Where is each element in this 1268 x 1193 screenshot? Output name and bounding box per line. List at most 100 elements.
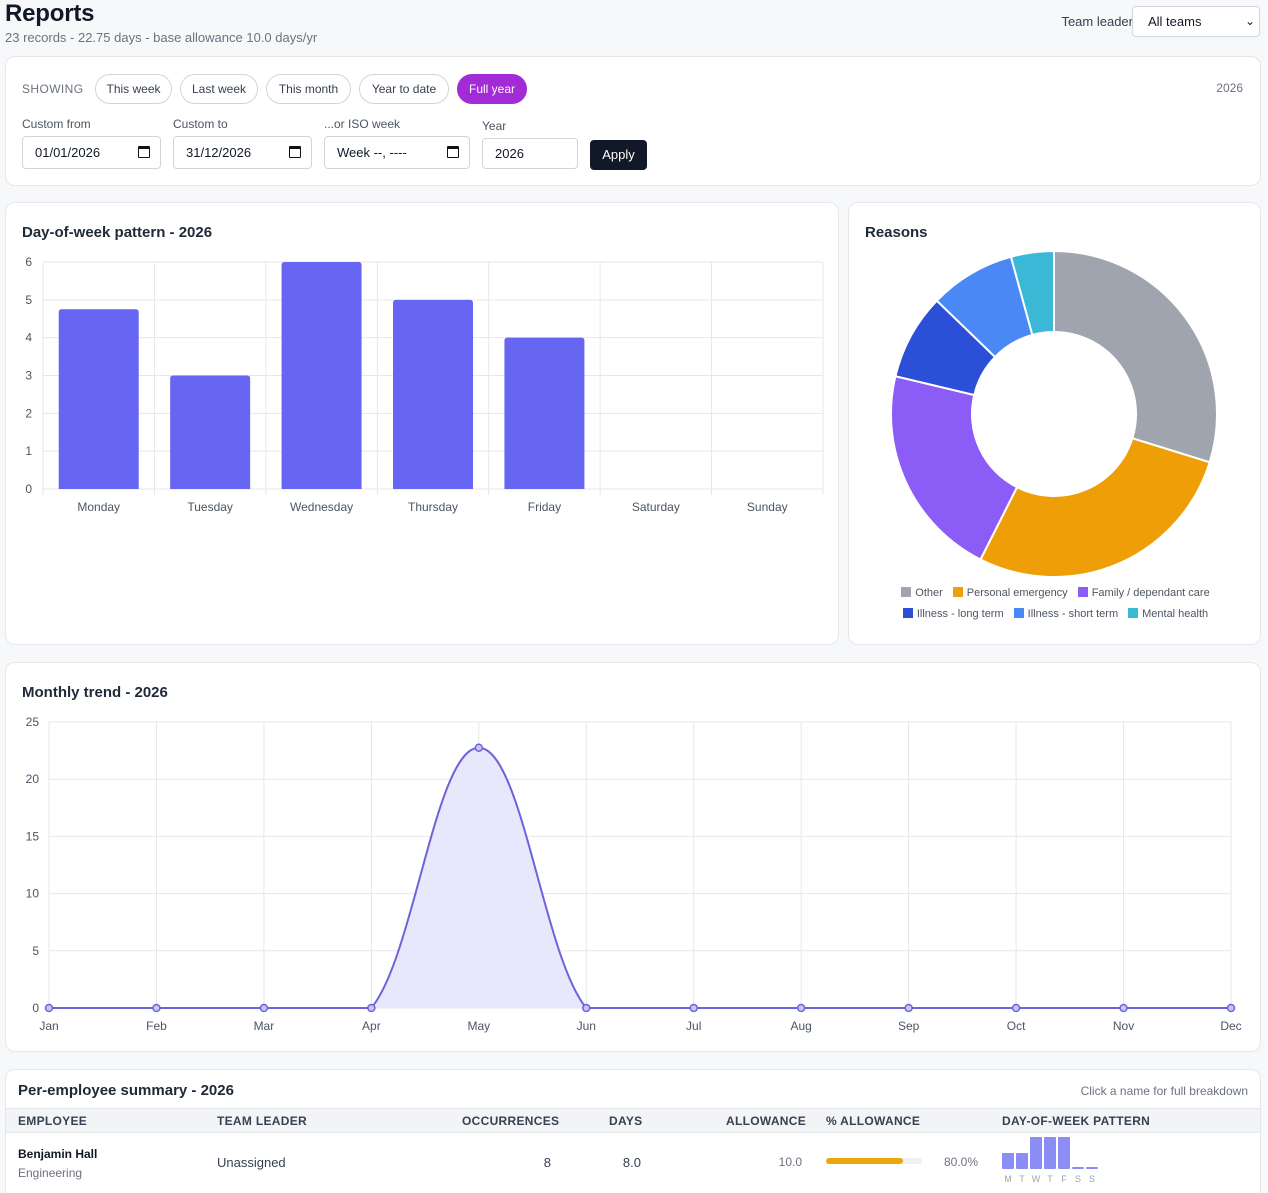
col-allowance[interactable]: ALLOWANCE [726, 1114, 807, 1128]
pill-full-year[interactable]: Full year [457, 74, 527, 104]
col-pct-allowance[interactable]: % ALLOWANCE [826, 1114, 921, 1128]
x-tick-label: Monday [77, 500, 120, 514]
x-tick-label: May [467, 1019, 490, 1033]
employee-summary-card: Per-employee summary - 2026 Click a name… [5, 1069, 1261, 1193]
col-occurrences[interactable]: OCCURRENCES [462, 1114, 560, 1128]
bar-wednesday [281, 262, 362, 489]
legend-swatch [1077, 587, 1088, 597]
sparkline-day-label: T [1047, 1174, 1053, 1184]
y-tick-label: 5 [25, 293, 32, 307]
x-tick-label: Jan [39, 1019, 58, 1033]
sparkline-day-label: M [1004, 1174, 1012, 1184]
pct-allowance-cell: 80.0% [943, 1155, 978, 1169]
legend-item[interactable]: Mental health [1128, 608, 1208, 620]
legend-item[interactable]: Personal emergency [952, 587, 1068, 599]
employee-department: Engineering [18, 1166, 83, 1180]
sparkline-bar [1072, 1167, 1084, 1169]
showing-label: SHOWING [22, 82, 84, 96]
sparkline-day-label: W [1031, 1174, 1041, 1184]
col-days[interactable]: DAYS [609, 1114, 643, 1128]
data-point-apr [367, 1003, 376, 1013]
x-tick-label: Oct [1007, 1019, 1026, 1033]
x-tick-label: Jul [686, 1019, 701, 1033]
data-point-mar [259, 1003, 269, 1013]
dow-bar-chart: 0 1 2 3 4 5 6 Monday Tuesday Wednesday Thursday Fri… [25, 255, 824, 514]
pill-this-month[interactable]: This month [266, 74, 351, 104]
y-tick-label: 20 [26, 772, 40, 786]
y-tick-label: 3 [25, 369, 32, 383]
data-point-dec [1226, 1003, 1236, 1013]
x-tick-label: Apr [362, 1019, 381, 1033]
y-tick-label: 10 [26, 887, 40, 901]
calendar-icon[interactable] [447, 146, 459, 158]
legend-label: Illness - long term [916, 608, 1004, 620]
pill-year-to-date[interactable]: Year to date [359, 74, 449, 104]
sparkline-bar [1058, 1137, 1070, 1169]
dow-chart-title: Day-of-week pattern - 2026 [22, 224, 213, 241]
legend-swatch [1013, 608, 1024, 618]
x-tick-label: Jun [577, 1019, 596, 1033]
legend-swatch [1128, 608, 1139, 618]
page-header: Reports 23 records - 22.75 days - base a… [5, 0, 1263, 50]
sparkline-day-label: F [1061, 1174, 1067, 1184]
reasons-chart-title: Reasons [865, 224, 928, 241]
pill-last-week[interactable]: Last week [180, 74, 258, 104]
allowance-progress-bar [826, 1158, 922, 1164]
apply-button[interactable]: Apply [590, 140, 647, 170]
y-tick-label: 5 [32, 944, 39, 958]
occurrences-cell: 8 [543, 1155, 551, 1170]
team-leader-label: Team leader [1061, 14, 1133, 29]
col-employee[interactable]: EMPLOYEE [18, 1114, 88, 1128]
custom-from-input[interactable]: 01/01/2026 [22, 136, 161, 169]
iso-week-value: Week --, ---- [337, 145, 407, 160]
team-leader-select[interactable]: All teams ⌄ [1132, 6, 1260, 37]
slice-personal-emergency [979, 437, 1211, 578]
col-team-leader[interactable]: TEAM LEADER [217, 1114, 307, 1128]
calendar-icon[interactable] [289, 146, 301, 158]
employee-name-link[interactable]: Benjamin Hall [18, 1147, 98, 1161]
legend-row: Other Personal emergency Family / dependan… [849, 587, 1262, 599]
iso-week-input[interactable]: Week --, ---- [324, 136, 470, 169]
x-tick-label: Sep [898, 1019, 920, 1033]
x-tick-label: Friday [528, 500, 561, 514]
pill-this-week[interactable]: This week [95, 74, 172, 104]
bar-monday [58, 309, 139, 489]
legend-item[interactable]: Other [901, 587, 943, 599]
sparkline-bar [1086, 1167, 1098, 1169]
selected-year-display: 2026 [1216, 81, 1243, 95]
reasons-chart-card: Reasons Other Personal emergency Family / … [848, 202, 1261, 645]
x-tick-label: Nov [1113, 1019, 1134, 1033]
x-tick-label: Saturday [632, 500, 680, 514]
legend-swatch [952, 587, 963, 597]
data-point-jun [582, 1003, 591, 1013]
slice-mental-health [1009, 249, 1055, 337]
page-subtitle: 23 records - 22.75 days - base allowance… [5, 30, 318, 45]
custom-to-input[interactable]: 31/12/2026 [173, 136, 312, 169]
x-tick-label: Sunday [747, 500, 788, 514]
data-point-nov [1119, 1003, 1128, 1013]
data-point-aug [796, 1003, 806, 1013]
y-tick-label: 4 [25, 331, 32, 345]
legend-label: Mental health [1142, 608, 1209, 620]
legend-label: Other [915, 587, 943, 599]
x-tick-label: Thursday [408, 500, 458, 514]
legend-item[interactable]: Illness - short term [1013, 608, 1119, 620]
legend-item[interactable]: Family / dependant care [1077, 587, 1210, 599]
monthly-area-chart: 0 5 10 15 20 25 Jan Feb Mar Apr May Jun Jul Aug Sep Oct… [26, 715, 1242, 1033]
allowance-cell: 10.0 [778, 1155, 802, 1169]
y-tick-label: 6 [25, 255, 32, 269]
legend-item[interactable]: Illness - long term [902, 608, 1004, 620]
year-label: Year [482, 119, 507, 133]
x-tick-label: Wednesday [290, 500, 353, 514]
x-tick-label: Feb [146, 1019, 167, 1033]
legend-label: Illness - short term [1027, 608, 1119, 620]
bar-friday [504, 337, 585, 489]
sparkline-bar [1002, 1153, 1014, 1169]
col-dow-pattern: DAY-OF-WEEK PATTERN [1002, 1114, 1151, 1128]
year-input[interactable]: 2026 [482, 138, 578, 169]
iso-week-label: ...or ISO week [324, 117, 401, 131]
data-point-jul [689, 1003, 698, 1013]
page-title: Reports [5, 0, 95, 27]
calendar-icon[interactable] [138, 146, 150, 158]
y-tick-label: 1 [25, 444, 32, 458]
